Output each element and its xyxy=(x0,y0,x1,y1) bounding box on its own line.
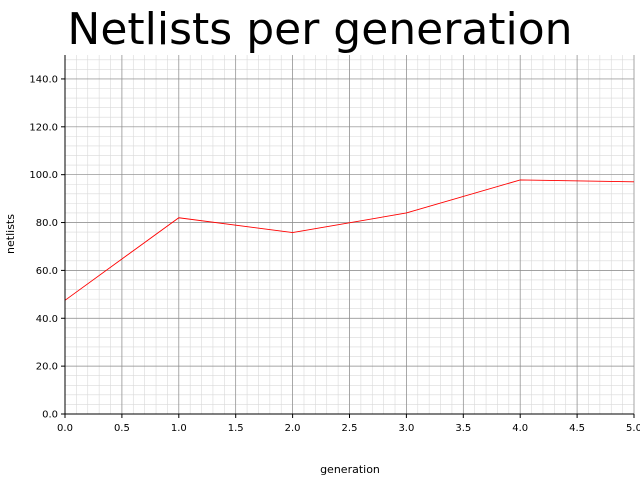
ticks: 0.0 0.5 1.0 1.5 2.0 2.5 3.0 3.5 4.0 4.5 5.0 0.0 20.0… xyxy=(29,74,640,434)
x-tick-label: 1.0 xyxy=(171,423,187,434)
y-tick-label: 40.0 xyxy=(36,314,58,325)
series-layer xyxy=(64,179,635,301)
x-tick-label: 2.5 xyxy=(342,423,358,434)
x-tick-label: 0.5 xyxy=(114,423,130,434)
y-tick-label: 140.0 xyxy=(29,74,58,85)
y-tick-label: 20.0 xyxy=(36,362,58,373)
x-tick-label: 5.0 xyxy=(626,423,640,434)
x-tick-label: 4.0 xyxy=(512,423,528,434)
y-tick-label: 120.0 xyxy=(29,122,58,133)
x-tick-label: 4.5 xyxy=(569,423,585,434)
y-tick-label: 60.0 xyxy=(36,266,58,277)
y-tick-label: 100.0 xyxy=(29,170,58,181)
x-tick-label: 1.5 xyxy=(228,423,244,434)
x-axis-label: generation xyxy=(320,463,380,476)
y-tick-label: 80.0 xyxy=(36,218,58,229)
major-grid xyxy=(64,55,635,415)
x-tick-label: 3.5 xyxy=(455,423,471,434)
chart-title-text: Netlists per generation xyxy=(67,4,573,55)
x-tick-label: 2.0 xyxy=(285,423,301,434)
y-axis-label: netlists xyxy=(4,214,17,254)
y-tick-label: 0.0 xyxy=(42,410,58,421)
x-tick-label: 3.0 xyxy=(398,423,414,434)
x-tick-label: 0.0 xyxy=(57,423,73,434)
series-line xyxy=(64,179,635,301)
chart-title: Netlists per generation xyxy=(0,4,640,55)
